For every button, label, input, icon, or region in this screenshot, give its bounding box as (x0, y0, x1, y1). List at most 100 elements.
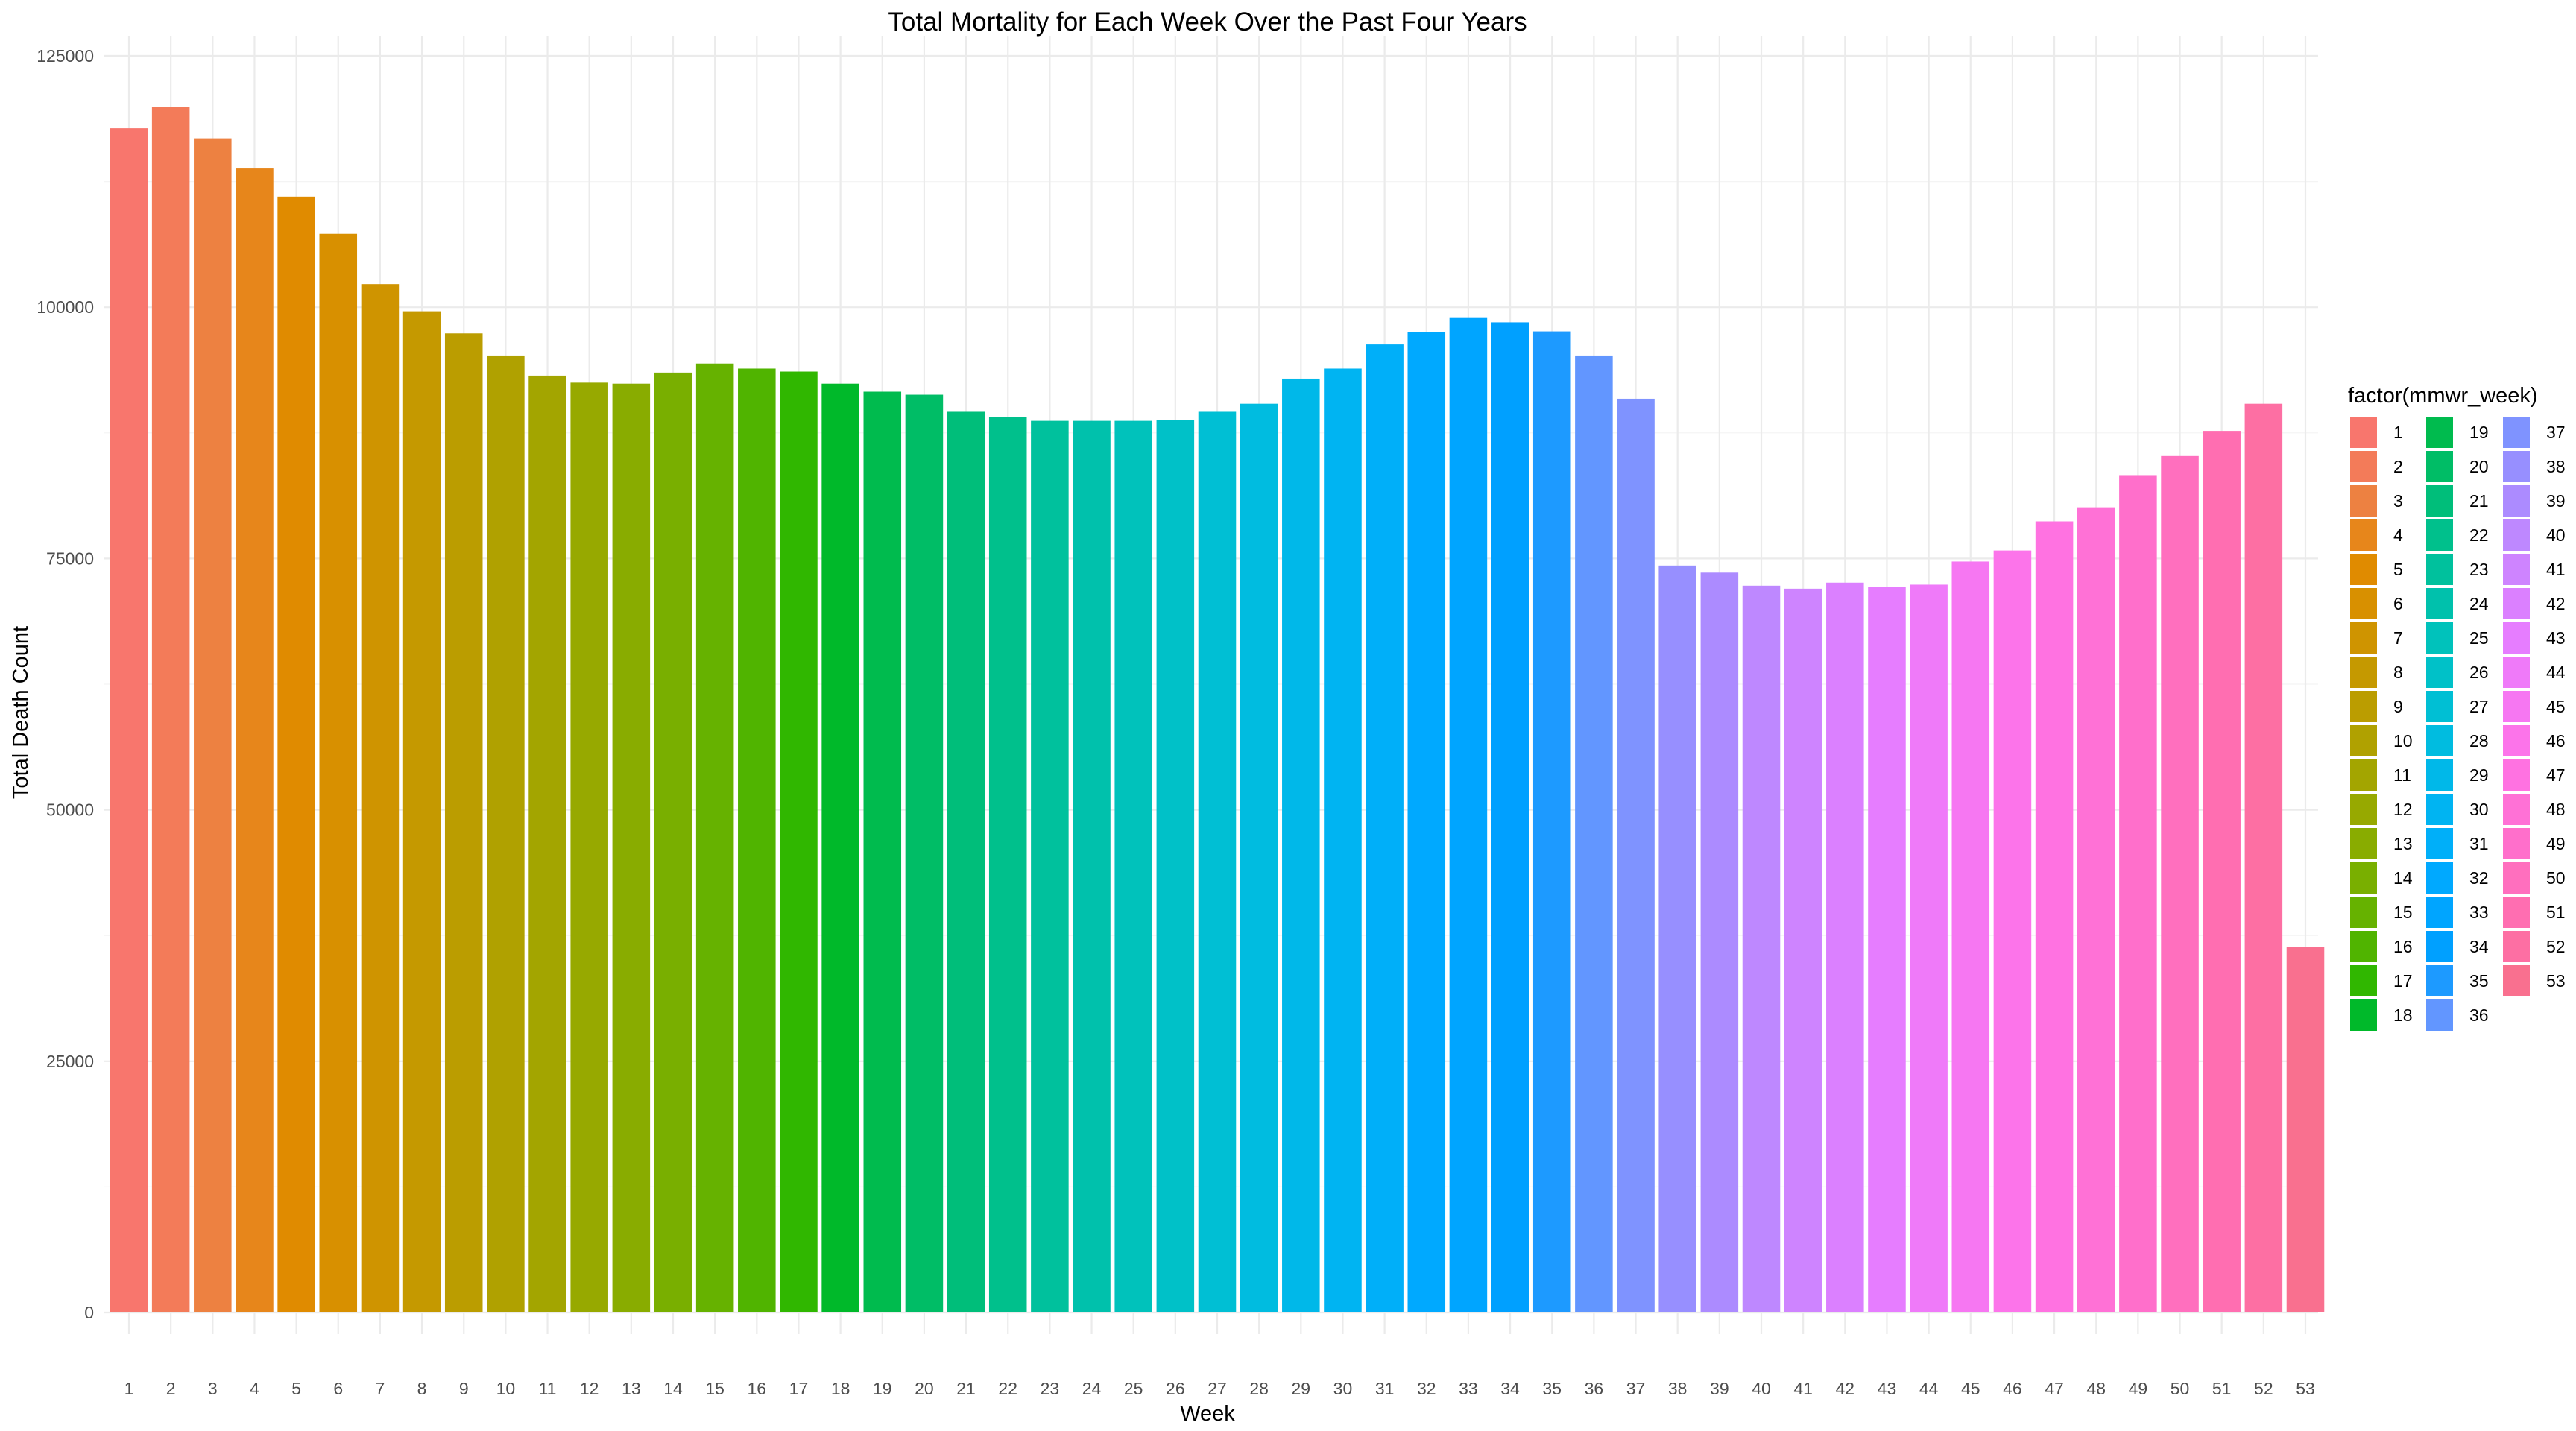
legend-item: 18 (2350, 999, 2413, 1031)
legend-key (2503, 828, 2530, 859)
legend-key (2426, 485, 2453, 517)
x-tick-label: 39 (1710, 1379, 1729, 1398)
legend-key (2503, 622, 2530, 654)
legend-item: 47 (2503, 759, 2566, 791)
bar-week-9 (444, 333, 483, 1312)
legend-item: 13 (2350, 828, 2413, 859)
bar-week-43 (1868, 587, 1906, 1312)
legend-key (2350, 897, 2377, 928)
legend-label: 16 (2393, 937, 2413, 956)
x-tick-label: 30 (1333, 1379, 1353, 1398)
x-tick-label: 42 (1836, 1379, 1855, 1398)
y-tick-label: 0 (84, 1303, 94, 1322)
legend-label: 24 (2469, 594, 2489, 613)
bar-week-48 (2077, 507, 2115, 1312)
legend-item: 40 (2503, 519, 2566, 551)
legend-key (2350, 862, 2377, 894)
legend-key (2503, 451, 2530, 482)
legend-label: 48 (2546, 800, 2566, 819)
legend-label: 20 (2469, 457, 2489, 476)
bar-week-53 (2286, 947, 2325, 1312)
legend-label: 49 (2546, 834, 2566, 853)
bar-week-7 (361, 284, 400, 1312)
legend-key (2350, 794, 2377, 825)
legend-key (2426, 657, 2453, 688)
legend-item: 46 (2503, 725, 2566, 756)
legend-key (2426, 417, 2453, 448)
legend-key (2426, 828, 2453, 859)
legend-item: 12 (2350, 794, 2413, 825)
y-tick-label: 25000 (46, 1052, 94, 1071)
x-tick-label: 19 (873, 1379, 892, 1398)
bar-week-3 (194, 138, 232, 1313)
bars (110, 107, 2325, 1313)
x-tick-label: 12 (580, 1379, 599, 1398)
legend-item: 50 (2503, 862, 2566, 894)
x-tick-label: 4 (250, 1379, 259, 1398)
legend-items: 1234567891011121314151617181920212223242… (2350, 417, 2566, 1031)
legend-item: 26 (2426, 657, 2489, 688)
legend-key (2426, 519, 2453, 551)
legend-label: 36 (2469, 1005, 2489, 1025)
legend-label: 7 (2393, 628, 2403, 648)
legend-key (2503, 725, 2530, 756)
bar-week-24 (1073, 420, 1111, 1312)
legend-item: 52 (2503, 931, 2566, 962)
x-tick-label: 5 (291, 1379, 301, 1398)
bar-week-45 (1951, 561, 1990, 1312)
legend-label: 44 (2546, 663, 2566, 682)
legend-key (2350, 657, 2377, 688)
legend-key (2503, 554, 2530, 585)
x-tick-label: 33 (1459, 1379, 1478, 1398)
legend-key (2350, 931, 2377, 962)
legend-item: 15 (2350, 897, 2413, 928)
legend-key (2350, 554, 2377, 585)
y-tick-label: 100000 (37, 297, 94, 317)
bar-week-44 (1910, 584, 1948, 1312)
legend-key (2426, 451, 2453, 482)
legend-key (2426, 691, 2453, 722)
legend-item: 3 (2350, 485, 2403, 517)
legend-label: 14 (2393, 868, 2413, 888)
legend-item: 29 (2426, 759, 2489, 791)
bar-week-19 (863, 391, 902, 1312)
legend-key (2426, 794, 2453, 825)
legend-item: 20 (2426, 451, 2489, 482)
legend-item: 35 (2426, 965, 2489, 996)
legend-key (2503, 965, 2530, 996)
legend-key (2426, 588, 2453, 619)
legend-key (2426, 999, 2453, 1031)
bar-week-5 (277, 196, 315, 1312)
x-tick-label: 28 (1249, 1379, 1269, 1398)
bar-week-2 (151, 107, 190, 1312)
legend-item: 37 (2503, 417, 2566, 448)
x-tick-label: 2 (166, 1379, 176, 1398)
bar-week-30 (1324, 368, 1362, 1312)
legend-label: 6 (2393, 594, 2403, 613)
legend-label: 3 (2393, 491, 2403, 511)
x-tick-label: 26 (1166, 1379, 1185, 1398)
legend-item: 27 (2426, 691, 2489, 722)
bar-week-42 (1826, 582, 1864, 1312)
legend-label: 52 (2546, 937, 2566, 956)
legend-item: 33 (2426, 897, 2489, 928)
legend-item: 45 (2503, 691, 2566, 722)
legend-label: 41 (2546, 560, 2566, 579)
legend-label: 33 (2469, 903, 2489, 922)
bar-week-29 (1282, 378, 1320, 1312)
legend-key (2426, 622, 2453, 654)
legend-item: 32 (2426, 862, 2489, 894)
legend-key (2350, 965, 2377, 996)
legend-key (2503, 691, 2530, 722)
legend-label: 40 (2546, 525, 2566, 545)
x-tick-label: 48 (2086, 1379, 2106, 1398)
legend-item: 22 (2426, 519, 2489, 551)
legend-key (2503, 485, 2530, 517)
legend-key (2503, 588, 2530, 619)
x-tick-label: 1 (124, 1379, 134, 1398)
x-tick-label: 27 (1208, 1379, 1227, 1398)
x-tick-label: 47 (2045, 1379, 2064, 1398)
legend-label: 34 (2469, 937, 2489, 956)
legend-item: 14 (2350, 862, 2413, 894)
legend-label: 1 (2393, 423, 2403, 442)
